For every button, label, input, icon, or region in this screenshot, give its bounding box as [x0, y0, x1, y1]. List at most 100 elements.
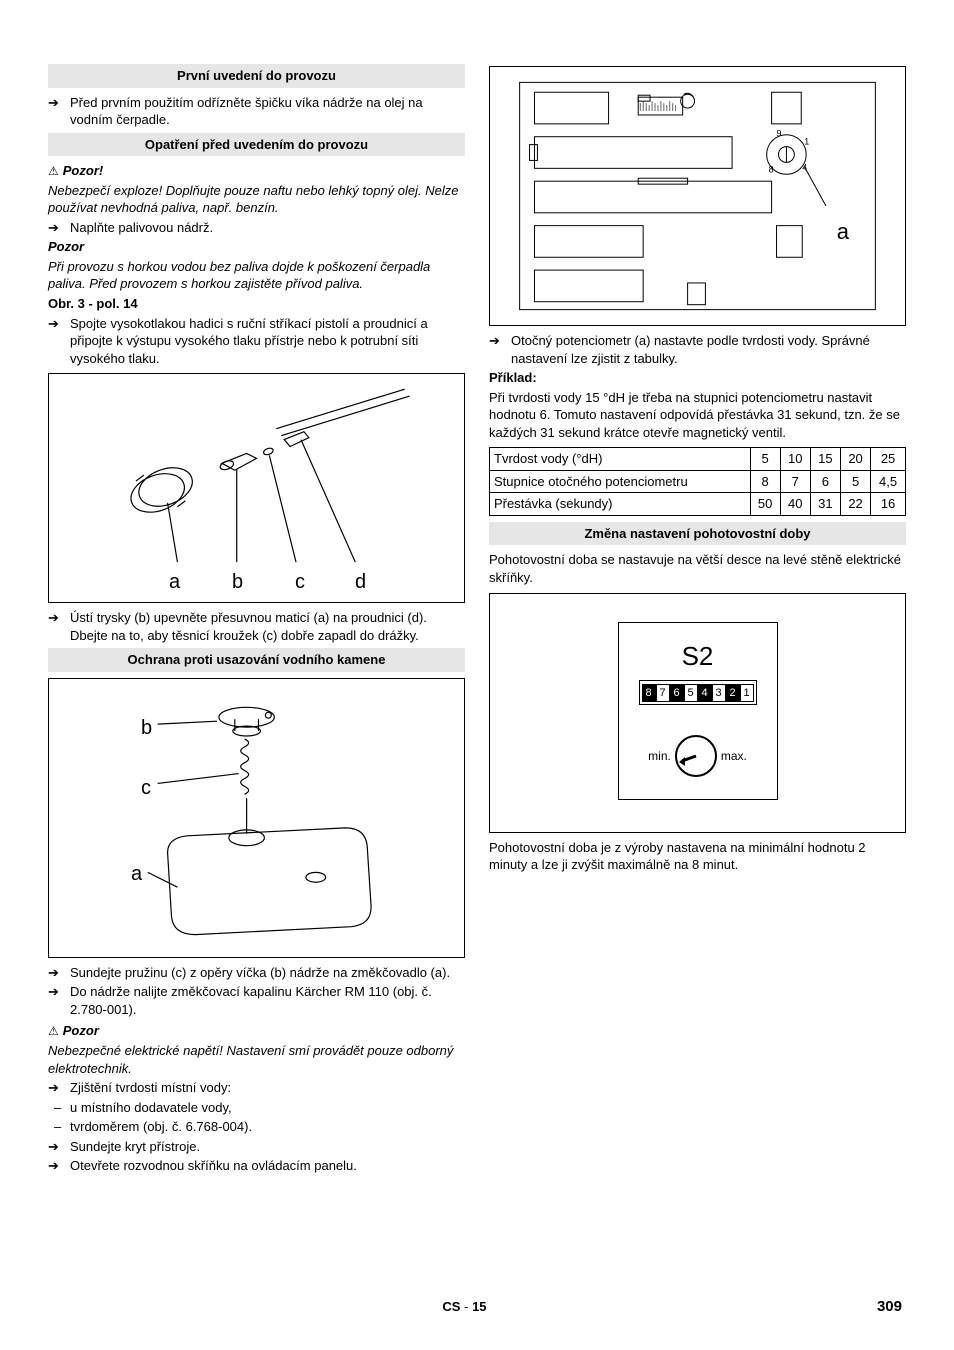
bullet-item: ➔ Spojte vysokotlakou hadici s ruční stř…	[48, 315, 465, 368]
bullet-text: Naplňte palivovou nádrž.	[70, 219, 465, 237]
fig-label-b: b	[232, 569, 243, 596]
footer-global-page: 309	[877, 1297, 902, 1317]
bullet-text: tvrdoměrem (obj. č. 6.768-004).	[70, 1118, 465, 1136]
row-value: 10	[780, 448, 810, 471]
table-row: Stupnice otočného potenciometru87654,5	[490, 470, 906, 493]
section-heading: Změna nastavení pohotovostní doby	[489, 522, 906, 546]
row-value: 40	[780, 493, 810, 516]
paragraph: Pohotovostní doba se nastavuje na větší …	[489, 551, 906, 586]
bullet-text: u místního dodavatele vody,	[70, 1099, 465, 1117]
fig-label-d: d	[355, 569, 366, 596]
pot-num: 9	[777, 129, 782, 139]
figure-tank: b c a	[48, 678, 465, 958]
row-value: 5	[750, 448, 780, 471]
arrow-icon: ➔	[48, 1157, 70, 1175]
bullet-text: Otevřete rozvodnou skříňku na ovládacím …	[70, 1157, 465, 1175]
bullet-item: ➔ Naplňte palivovou nádrž.	[48, 219, 465, 237]
arrow-icon: ➔	[48, 94, 70, 129]
warning-label: Pozor!	[63, 162, 103, 180]
footer-local-page: 15	[472, 1299, 486, 1314]
dash-item: – tvrdoměrem (obj. č. 6.768-004).	[48, 1118, 465, 1136]
bullet-item: ➔ Sundejte pružinu (c) z opěry víčka (b)…	[48, 964, 465, 982]
example-text: Při tvrdosti vody 15 °dH je třeba na stu…	[489, 389, 906, 442]
warning-text: Nebezpečné elektrické napětí! Nastavení …	[48, 1042, 465, 1077]
row-value: 8	[750, 470, 780, 493]
arrow-icon: ➔	[48, 609, 70, 644]
pot-num: 8	[769, 164, 774, 174]
figure-ref: Obr. 3 - pol. 14	[48, 295, 465, 313]
fig-label-c: c	[295, 569, 305, 596]
dip-switch: 5	[684, 684, 698, 702]
nozzle-svg	[49, 374, 464, 602]
arrow-icon: ➔	[489, 332, 511, 367]
figure-dip: S2 87654321 min. max.	[489, 593, 906, 833]
fig-label-a: a	[131, 861, 142, 888]
fig-label-a: a	[169, 569, 180, 596]
table-row: Tvrdost vody (°dH)510152025	[490, 448, 906, 471]
dash-item: – u místního dodavatele vody,	[48, 1099, 465, 1117]
dip-switch: 3	[712, 684, 726, 702]
dip-knob-row: min. max.	[639, 733, 757, 779]
bullet-text: Do nádrže nalijte změkčovací kapalinu Kä…	[70, 983, 465, 1018]
footer-center: CS - 15	[442, 1298, 486, 1316]
arrow-icon: ➔	[48, 1079, 70, 1097]
dip-switch: 8	[642, 684, 656, 702]
fig-label-a: a	[837, 217, 849, 247]
bullet-text: Před prvním použitím odřízněte špičku ví…	[70, 94, 465, 129]
bullet-text: Otočný potenciometr (a) nastavte podle t…	[511, 332, 906, 367]
bullet-item: ➔ Ústí trysky (b) upevněte přesuvnou mat…	[48, 609, 465, 644]
section-heading: Ochrana proti usazování vodního kamene	[48, 648, 465, 672]
row-label: Tvrdost vody (°dH)	[490, 448, 751, 471]
figure-nozzle: a b c d	[48, 373, 465, 603]
arrow-icon: ➔	[48, 983, 70, 1018]
row-label: Přestávka (sekundy)	[490, 493, 751, 516]
footer-sep: -	[464, 1299, 468, 1314]
row-value: 6	[810, 470, 840, 493]
dip-switch: 7	[656, 684, 670, 702]
row-value: 31	[810, 493, 840, 516]
arrow-icon: ➔	[48, 315, 70, 368]
arrow-icon: ➔	[48, 219, 70, 237]
warning-label: Pozor	[48, 238, 465, 256]
warning-text: Při provozu s horkou vodou bez paliva do…	[48, 258, 465, 293]
row-value: 25	[871, 448, 906, 471]
row-value: 20	[840, 448, 870, 471]
left-column: První uvedení do provozu ➔ Před prvním p…	[48, 60, 465, 1177]
dash-icon: –	[48, 1099, 70, 1117]
example-block: Příklad:	[489, 369, 906, 387]
paragraph: Pohotovostní doba je z výroby nastavena …	[489, 839, 906, 874]
arrow-icon: ➔	[48, 964, 70, 982]
row-value: 15	[810, 448, 840, 471]
section-heading: Opatření před uvedením do provozu	[48, 133, 465, 157]
min-label: min.	[648, 748, 671, 764]
bullet-item: ➔ Otevřete rozvodnou skříňku na ovládací…	[48, 1157, 465, 1175]
hardness-table: Tvrdost vody (°dH)510152025Stupnice otoč…	[489, 447, 906, 516]
dash-icon: –	[48, 1118, 70, 1136]
example-label: Příklad:	[489, 370, 537, 385]
fig-label-c: c	[141, 775, 151, 802]
warning-label: Pozor	[63, 1022, 99, 1040]
warning-icon: ⚠	[48, 163, 59, 179]
fig-label-b: b	[141, 715, 152, 742]
right-column: 9 1 8 4 a ➔ Otočný potenciometr (a) nast…	[489, 60, 906, 1177]
dip-switch: 1	[740, 684, 754, 702]
bullet-item: ➔ Zjištění tvrdosti místní vody:	[48, 1079, 465, 1097]
warning-row: ⚠ Pozor	[48, 1022, 465, 1040]
row-value: 7	[780, 470, 810, 493]
row-value: 5	[840, 470, 870, 493]
row-value: 22	[840, 493, 870, 516]
knob-icon	[673, 733, 719, 779]
row-value: 4,5	[871, 470, 906, 493]
dip-title: S2	[639, 639, 757, 674]
warning-icon: ⚠	[48, 1023, 59, 1039]
bullet-item: ➔ Sundejte kryt přístroje.	[48, 1138, 465, 1156]
max-label: max.	[721, 748, 747, 764]
table-row: Přestávka (sekundy)5040312216	[490, 493, 906, 516]
dip-switch: 6	[670, 684, 684, 702]
dip-panel: S2 87654321 min. max.	[618, 622, 778, 800]
bullet-item: ➔ Před prvním použitím odřízněte špičku …	[48, 94, 465, 129]
bullet-text: Zjištění tvrdosti místní vody:	[70, 1079, 465, 1097]
bullet-text: Spojte vysokotlakou hadici s ruční střík…	[70, 315, 465, 368]
pot-num: 1	[804, 137, 809, 147]
dip-switch-row: 87654321	[639, 680, 757, 705]
